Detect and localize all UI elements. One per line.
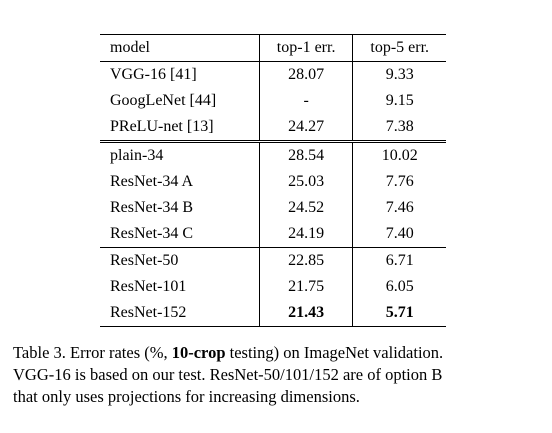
cell-top1: 28.54 <box>259 140 354 169</box>
cell-top1: 22.85 <box>259 247 354 274</box>
caption-line-3: that only uses projections for increasin… <box>13 387 360 406</box>
table-row: ResNet-50 22.85 6.71 <box>100 247 446 274</box>
cell-top5: 5.71 <box>352 300 446 327</box>
caption-line-1-post: testing) on ImageNet validation. <box>225 343 444 362</box>
caption-line-1-pre: Table 3. Error rates (%, <box>13 343 172 362</box>
table-row: ResNet-34 A 25.03 7.76 <box>100 169 446 195</box>
results-table-container: model top-1 err. top-5 err. VGG-16 [41] 2… <box>100 34 446 327</box>
table-row: VGG-16 [41] 28.07 9.33 <box>100 61 446 88</box>
cell-top1: 25.03 <box>259 169 354 195</box>
cell-top5: 10.02 <box>352 140 446 169</box>
cell-top1: 28.07 <box>259 61 354 88</box>
caption-line-1-bold: 10-crop <box>171 343 226 362</box>
cell-model: ResNet-152 <box>100 300 260 327</box>
cell-model: ResNet-101 <box>100 274 260 300</box>
caption-line-2: VGG-16 is based on our test. ResNet-50/1… <box>13 365 443 384</box>
cell-model: PReLU-net [13] <box>100 114 260 142</box>
header-row: model top-1 err. top-5 err. <box>100 34 446 62</box>
header-top5: top-5 err. <box>370 39 430 56</box>
cell-top1: - <box>259 88 354 114</box>
cell-top5: 7.40 <box>385 225 414 242</box>
cell-model: ResNet-34 A <box>100 169 260 195</box>
header-model: model <box>100 34 260 62</box>
cell-top1: 21.75 <box>259 274 354 300</box>
caption-line-1: Table 3. Error rates (%, 10-crop testing… <box>13 342 543 364</box>
cell-top1: 24.52 <box>259 195 354 221</box>
table-row: PReLU-net [13] 24.27 7.38 <box>100 114 446 142</box>
cell-model: ResNet-50 <box>100 247 260 274</box>
cell-top5: 7.38 <box>385 118 414 135</box>
cell-model: ResNet-34 C <box>100 221 260 248</box>
results-table: model top-1 err. top-5 err. VGG-16 [41] 2… <box>100 34 446 327</box>
table-row: plain-34 28.54 10.02 <box>100 140 446 169</box>
cell-model: VGG-16 [41] <box>100 61 260 88</box>
cell-model: ResNet-34 B <box>100 195 260 221</box>
cell-top5: 7.46 <box>385 199 414 216</box>
table-row: GoogLeNet [44] - 9.15 <box>100 88 446 114</box>
cell-top5: 7.76 <box>385 173 414 190</box>
table-caption: Table 3. Error rates (%, 10-crop testing… <box>13 342 543 408</box>
cell-top1: 24.19 <box>259 221 354 248</box>
table-row: ResNet-152 21.43 5.71 <box>100 300 446 327</box>
cell-model: plain-34 <box>100 140 260 169</box>
table-row: ResNet-101 21.75 6.05 <box>100 274 446 300</box>
cell-top1: 21.43 <box>259 300 354 327</box>
cell-top1: 24.27 <box>259 114 354 142</box>
cell-top5: 9.33 <box>385 66 414 83</box>
cell-top5: 6.71 <box>352 247 446 274</box>
cell-top5: 6.05 <box>385 278 414 295</box>
header-top1: top-1 err. <box>259 34 354 62</box>
cell-model: GoogLeNet [44] <box>100 88 260 114</box>
results-body: VGG-16 [41] 28.07 9.33 GoogLeNet [44] - 9.15 P… <box>100 61 446 327</box>
cell-top5: 9.15 <box>385 92 414 109</box>
table-row: ResNet-34 C 24.19 7.40 <box>100 221 446 248</box>
table-row: ResNet-34 B 24.52 7.46 <box>100 195 446 221</box>
